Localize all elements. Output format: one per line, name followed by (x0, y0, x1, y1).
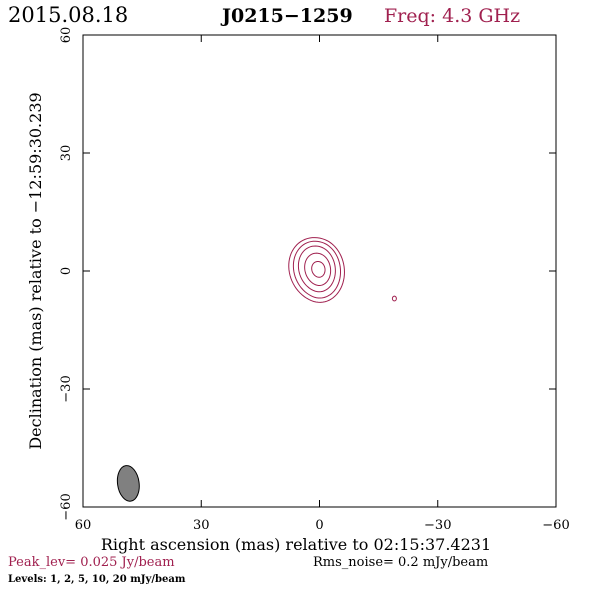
source-name: J0215−1259 (220, 5, 353, 27)
contour-3 (304, 252, 332, 286)
peak-level: Peak_lev= 0.025 Jy/beam (8, 555, 175, 570)
beam-group (116, 465, 140, 502)
x-tick-label-0: 60 (75, 518, 92, 533)
frequency-label: Freq: 4.3 GHz (384, 5, 520, 27)
y-axis-label: Declination (mas) relative to −12:59:30.… (26, 92, 45, 449)
contour-4 (311, 260, 326, 278)
rms-noise: Rms_noise= 0.2 mJy/beam (313, 555, 488, 570)
contour-levels: Levels: 1, 2, 5, 10, 20 mJy/beam (8, 574, 186, 585)
x-tick-label-3: −30 (424, 518, 451, 533)
contour-group (288, 237, 397, 303)
contour-1 (292, 240, 342, 299)
contour-0 (288, 237, 345, 303)
plot-frame (82, 34, 557, 508)
y-tick-label-2: 0 (59, 267, 74, 275)
y-tick-label-4: −60 (59, 493, 74, 520)
y-tick-label-0: 60 (59, 27, 74, 44)
contour-2 (297, 245, 336, 293)
y-tick-label-3: −30 (59, 375, 74, 402)
observation-date: 2015.08.18 (8, 3, 128, 27)
y-tick-label-1: 30 (59, 145, 74, 162)
x-tick-label-4: −60 (542, 518, 569, 533)
contour-5 (391, 295, 397, 302)
x-tick-label-2: 0 (315, 518, 323, 533)
restoring-beam (116, 465, 140, 502)
x-tick-label-1: 30 (193, 518, 210, 533)
x-axis-label: Right ascension (mas) relative to 02:15:… (101, 535, 491, 554)
